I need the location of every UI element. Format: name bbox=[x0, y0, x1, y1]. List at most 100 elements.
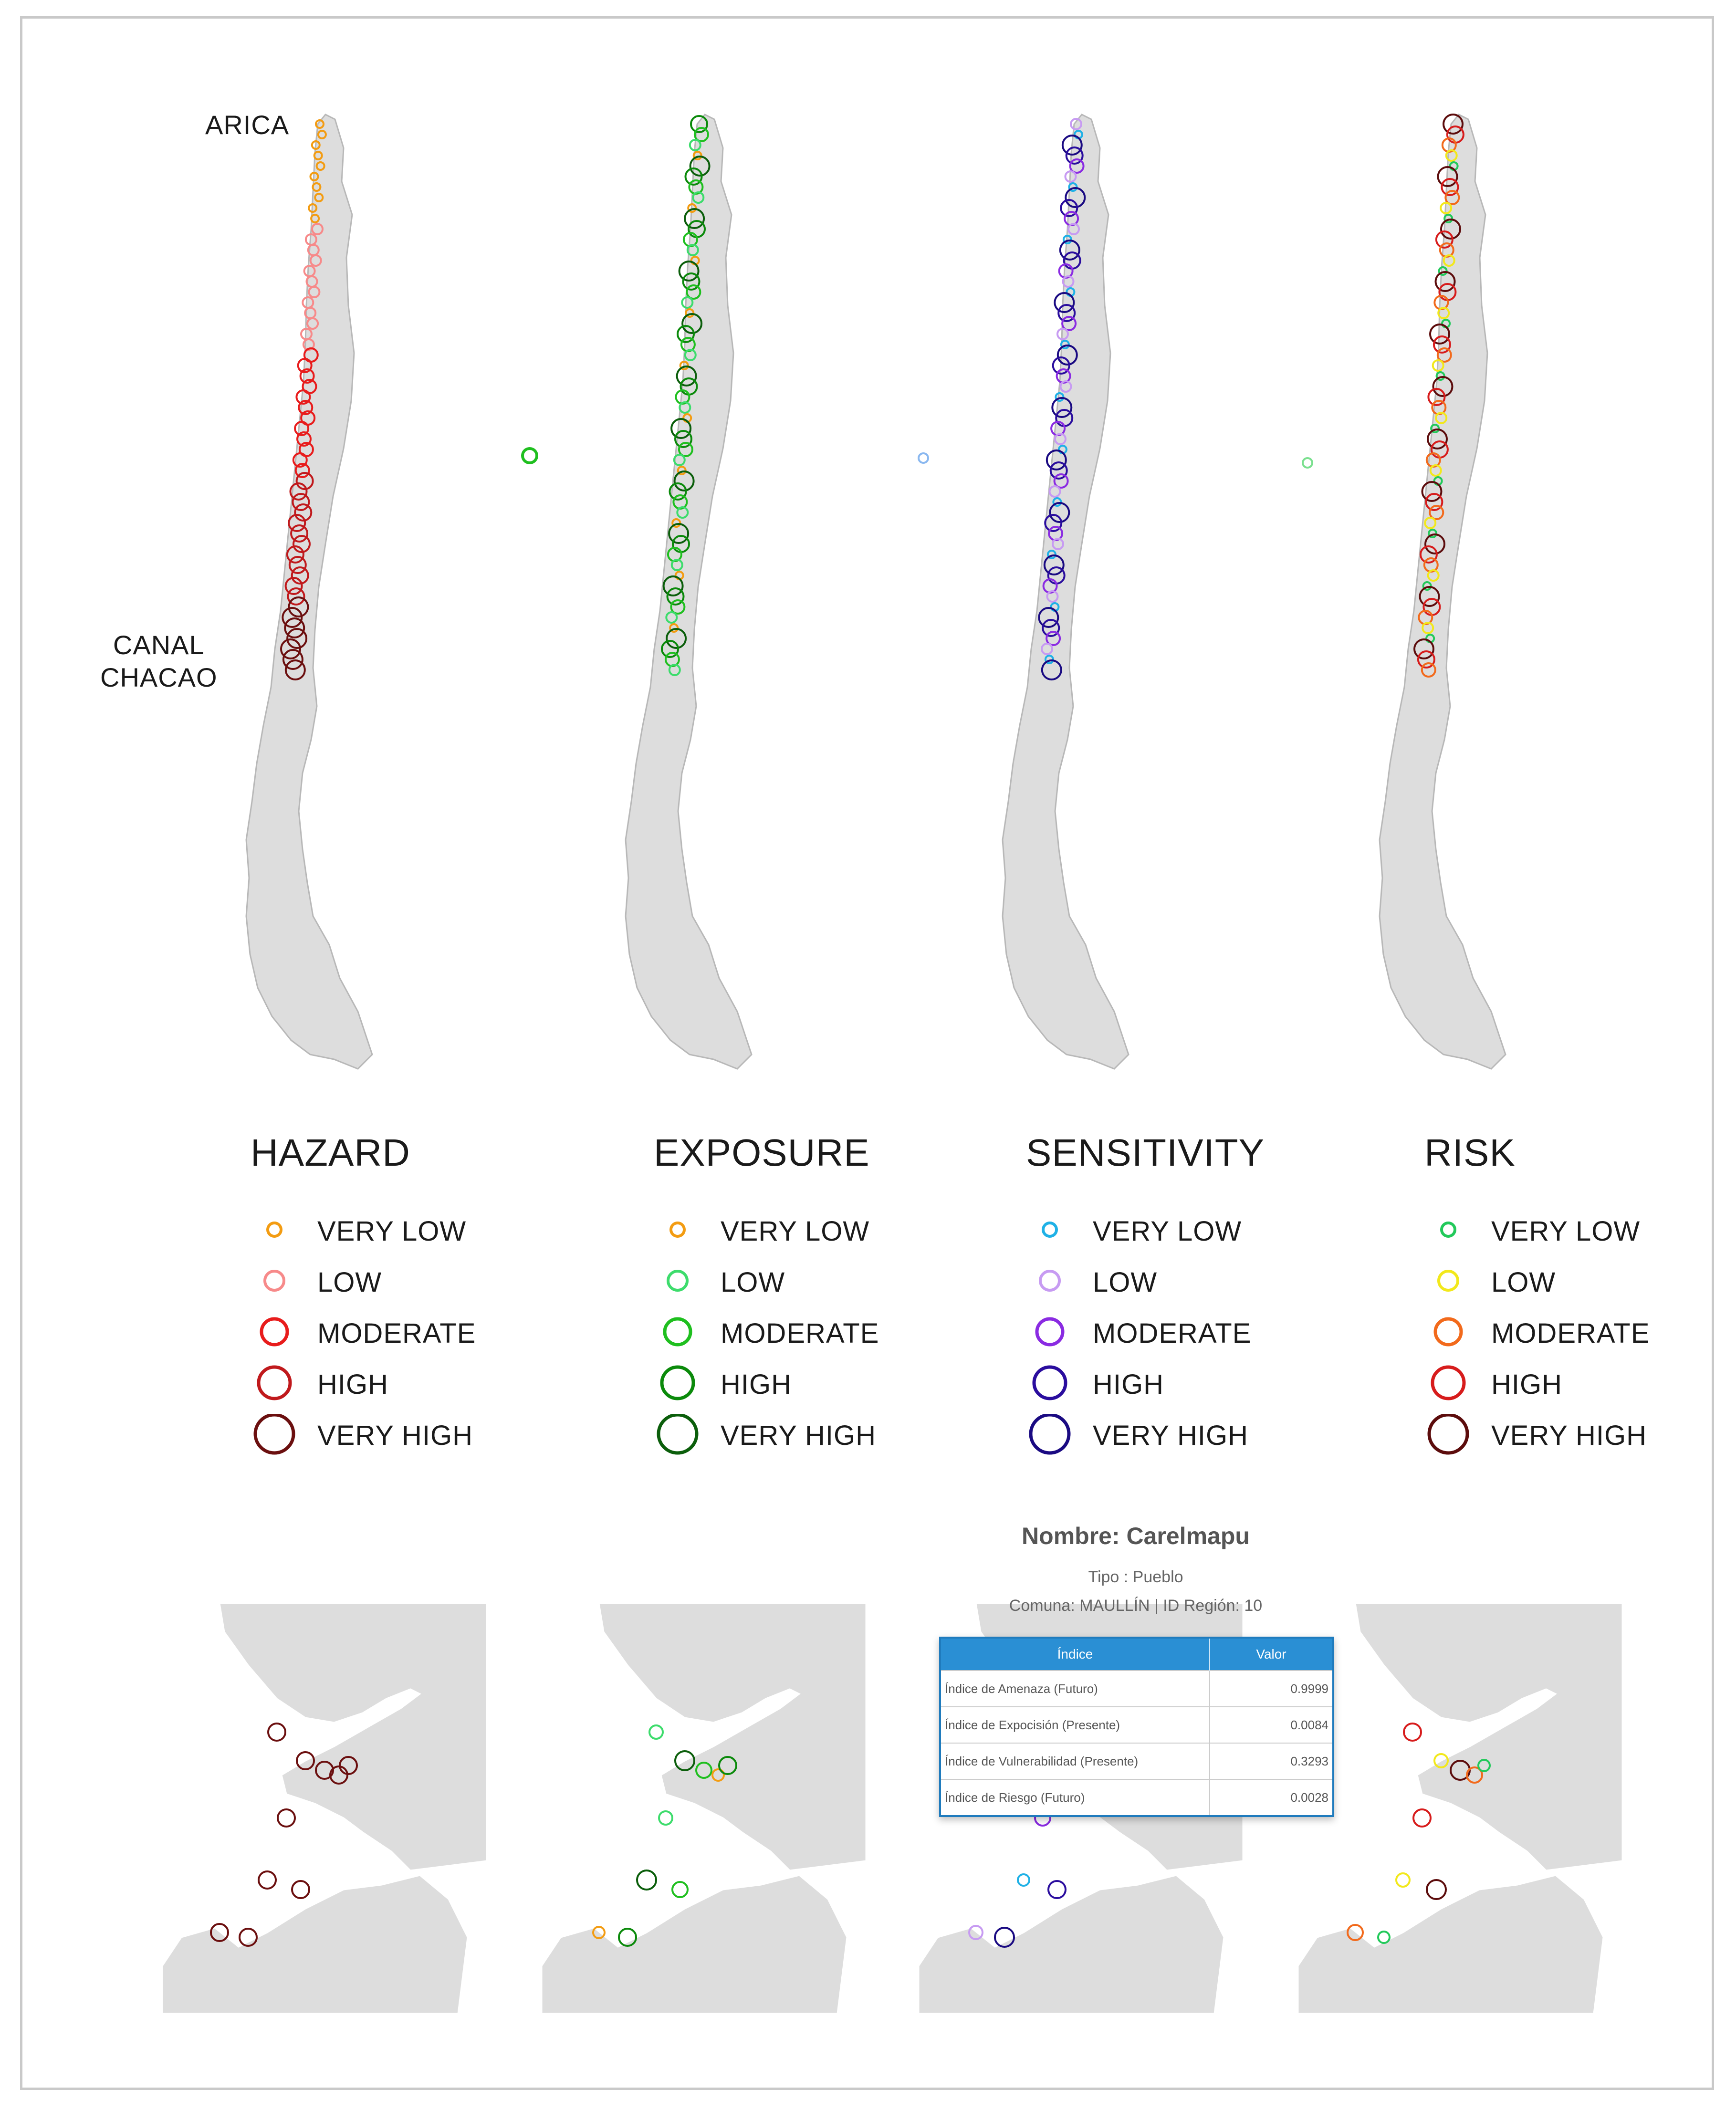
settlement-marker bbox=[689, 139, 701, 151]
settlement-marker bbox=[666, 628, 687, 649]
settlement-marker bbox=[1429, 505, 1444, 520]
index-table: Índice Valor Índice de Amenaza (Futuro) 0… bbox=[939, 1637, 1334, 1817]
circle-marker-icon bbox=[1431, 1365, 1466, 1400]
circle-marker-icon bbox=[657, 1414, 699, 1455]
settlement-marker bbox=[1049, 502, 1070, 523]
circle-marker-icon bbox=[669, 1222, 686, 1238]
settlement-marker bbox=[1048, 485, 1061, 498]
settlement-marker bbox=[1042, 619, 1060, 637]
chile-landmass bbox=[1002, 114, 1129, 1070]
settlement-marker bbox=[1060, 199, 1078, 217]
legend-item: HIGH bbox=[654, 1363, 988, 1406]
settlement-marker bbox=[968, 1925, 983, 1940]
settlement-marker bbox=[678, 442, 693, 457]
settlement-marker bbox=[1395, 1872, 1411, 1888]
circle-marker-icon bbox=[1032, 1365, 1067, 1400]
settlement-marker bbox=[1067, 223, 1080, 235]
settlement-marker bbox=[1056, 345, 1078, 366]
settlement-marker bbox=[1417, 650, 1435, 669]
legend-label: MODERATE bbox=[317, 1318, 476, 1349]
place-label-canal: CANAL bbox=[113, 630, 205, 660]
legend-item: VERY LOW bbox=[1026, 1210, 1360, 1253]
settlement-marker bbox=[1052, 497, 1062, 507]
settlement-marker bbox=[1054, 433, 1067, 445]
settlement-marker bbox=[676, 366, 697, 386]
settlement-marker bbox=[291, 1880, 310, 1899]
legend-label: LOW bbox=[1093, 1267, 1158, 1298]
legend-item: VERY HIGH bbox=[654, 1414, 988, 1457]
settlement-marker bbox=[1062, 235, 1072, 244]
settlement-marker bbox=[685, 308, 695, 318]
settlement-marker bbox=[317, 130, 327, 139]
index-value: 0.9999 bbox=[1209, 1670, 1332, 1707]
settlement-marker bbox=[682, 272, 701, 291]
settlement-marker bbox=[312, 182, 322, 192]
chile-landmass bbox=[1379, 114, 1506, 1070]
legend-label: VERY LOW bbox=[1491, 1216, 1641, 1247]
map-hazard bbox=[200, 105, 420, 1097]
circle-marker-icon bbox=[260, 1317, 289, 1347]
settlement-marker bbox=[1419, 545, 1438, 564]
settlement-marker bbox=[309, 172, 319, 181]
legend-title: EXPOSURE bbox=[654, 1131, 870, 1174]
settlement-marker bbox=[665, 611, 678, 624]
settlement-marker bbox=[690, 115, 708, 133]
settlement-marker bbox=[1377, 1931, 1391, 1944]
settlement-marker bbox=[681, 296, 694, 309]
settlement-marker bbox=[296, 1751, 315, 1770]
island-marker-exposure bbox=[521, 447, 538, 464]
table-row: Índice de Expocisión (Presente) 0.0084 bbox=[941, 1706, 1332, 1743]
settlement-marker bbox=[288, 596, 309, 617]
map-risk bbox=[1334, 105, 1553, 1097]
legend-label: MODERATE bbox=[1491, 1318, 1650, 1349]
settlement-marker bbox=[1444, 190, 1460, 205]
popup-type: Tipo : Pueblo bbox=[1088, 1568, 1183, 1586]
settlement-marker bbox=[679, 401, 691, 414]
island-marker-risk bbox=[1302, 457, 1313, 469]
settlement-marker bbox=[1421, 481, 1443, 502]
settlement-marker bbox=[1046, 449, 1067, 470]
circle-marker-icon bbox=[667, 1270, 689, 1292]
settlement-marker bbox=[1435, 412, 1448, 424]
settlement-marker bbox=[1056, 328, 1069, 340]
settlement-marker bbox=[295, 472, 314, 490]
settlement-marker bbox=[311, 140, 321, 150]
settlement-marker bbox=[296, 431, 312, 447]
settlement-marker bbox=[288, 556, 307, 574]
legend-label: MODERATE bbox=[1093, 1318, 1252, 1349]
settlement-marker bbox=[1051, 397, 1073, 418]
circle-marker-icon bbox=[257, 1365, 292, 1400]
legend-item: HIGH bbox=[251, 1363, 585, 1406]
zoom-landmass bbox=[542, 1874, 848, 2014]
settlement-marker bbox=[1427, 428, 1448, 449]
popup-comuna: Comuna: MAULLÍN | ID Región: 10 bbox=[1009, 1597, 1263, 1615]
legend-label: VERY HIGH bbox=[721, 1420, 876, 1451]
legend-sensitivity: SENSITIVITY VERY LOW LOW MODERATE HIGH VERY H… bbox=[1026, 1131, 1265, 1455]
legend-item: HIGH bbox=[1026, 1363, 1360, 1406]
settlement-marker bbox=[1435, 230, 1454, 249]
index-label: Índice de Expocisión (Presente) bbox=[941, 1706, 1210, 1743]
settlement-marker bbox=[676, 506, 689, 519]
index-label: Índice de Vulnerabilidad (Presente) bbox=[941, 1743, 1210, 1779]
legend-hazard: HAZARD VERY LOW LOW MODERATE HIGH VERY HIGH bbox=[251, 1131, 475, 1455]
settlement-marker bbox=[677, 325, 695, 343]
settlement-marker bbox=[1466, 1766, 1483, 1784]
settlement-marker bbox=[299, 368, 315, 384]
settlement-marker bbox=[1432, 359, 1444, 372]
settlement-marker bbox=[1440, 202, 1453, 214]
legend-label: HIGH bbox=[1093, 1369, 1164, 1400]
settlement-marker bbox=[1057, 304, 1076, 322]
settlement-marker bbox=[282, 649, 303, 670]
settlement-marker bbox=[1053, 473, 1069, 489]
settlement-marker bbox=[1427, 388, 1446, 406]
settlement-marker bbox=[1443, 254, 1455, 267]
settlement-marker bbox=[668, 664, 681, 676]
settlement-marker bbox=[692, 151, 702, 160]
legend-label: LOW bbox=[317, 1267, 382, 1298]
settlement-marker bbox=[670, 599, 686, 615]
settlement-marker bbox=[339, 1756, 358, 1775]
settlement-marker bbox=[315, 161, 325, 171]
figure-frame bbox=[20, 16, 1714, 2090]
table-row: Índice de Riesgo (Futuro) 0.0028 bbox=[941, 1779, 1332, 1815]
settlement-marker bbox=[671, 1881, 689, 1898]
